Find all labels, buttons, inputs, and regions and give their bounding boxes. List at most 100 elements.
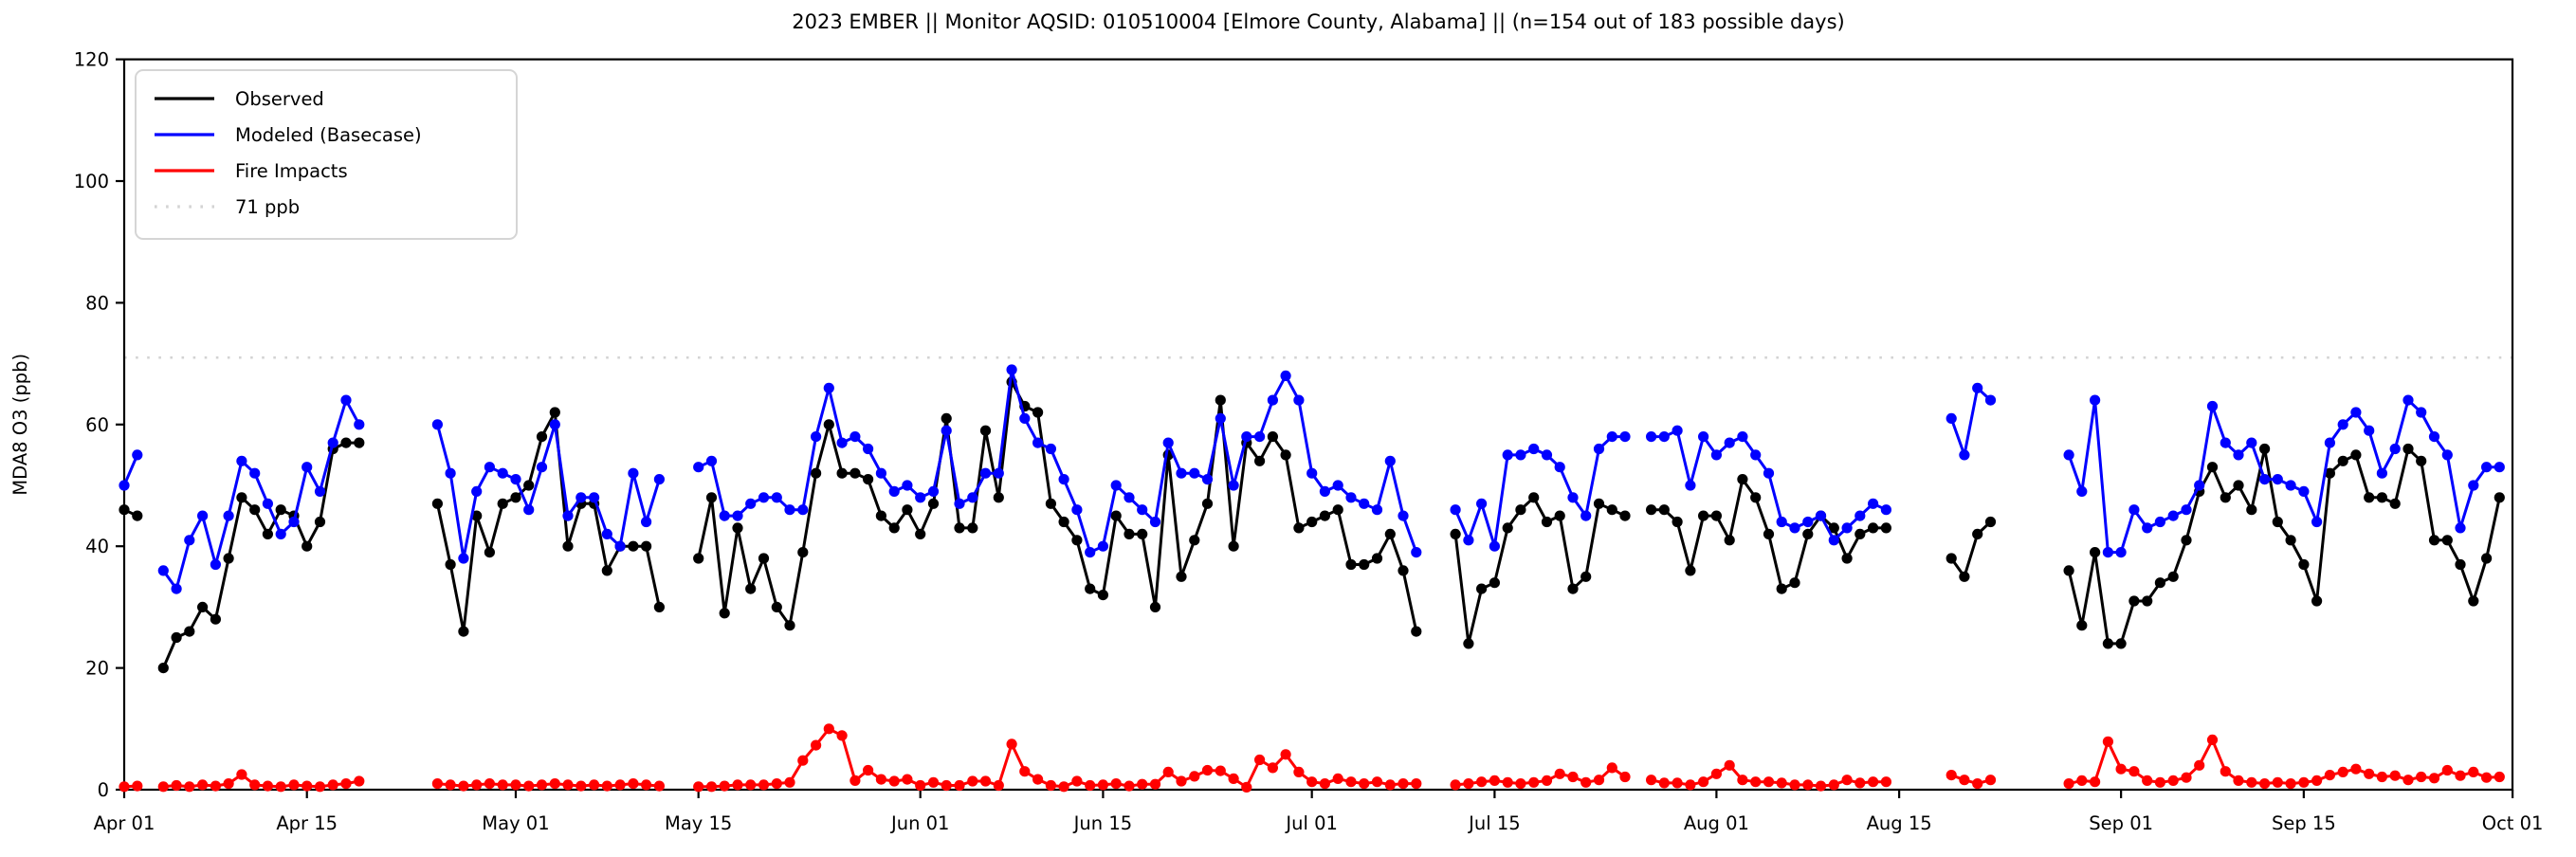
- data-point-marker: [497, 779, 508, 791]
- x-tick-label: Aug 15: [1867, 812, 1932, 834]
- data-point-marker: [1737, 431, 1748, 443]
- data-point-marker: [1515, 449, 1526, 461]
- data-point-marker: [510, 492, 521, 503]
- data-point-marker: [1776, 777, 1787, 789]
- series-line: [1950, 774, 1991, 786]
- legend-item-modeled-basecase-: Modeled (Basecase): [155, 124, 422, 146]
- data-point-marker: [1802, 516, 1814, 528]
- legend-label: Fire Impacts: [235, 160, 348, 182]
- data-point-marker: [745, 779, 757, 791]
- data-point-marker: [458, 553, 469, 564]
- data-point-marker: [1371, 553, 1383, 564]
- data-point-marker: [431, 498, 443, 509]
- data-point-marker: [1489, 775, 1500, 787]
- data-point-marker: [1280, 749, 1291, 760]
- data-point-marker: [1293, 394, 1305, 406]
- data-point-marker: [2115, 547, 2127, 558]
- data-point-marker: [1854, 777, 1866, 789]
- data-point-marker: [301, 780, 313, 792]
- data-point-marker: [1710, 768, 1722, 779]
- data-point-marker: [927, 498, 940, 509]
- data-point-marker: [2455, 558, 2466, 571]
- data-point-marker: [1984, 516, 1997, 528]
- data-point-marker: [197, 779, 209, 791]
- data-point-marker: [1332, 480, 1343, 491]
- data-point-marker: [823, 419, 834, 430]
- data-point-marker: [797, 547, 809, 558]
- data-point-marker: [354, 419, 365, 430]
- data-point-marker: [1724, 437, 1735, 448]
- data-point-marker: [1776, 583, 1787, 594]
- data-point-marker: [2090, 394, 2101, 406]
- data-point-marker: [262, 498, 273, 509]
- data-point-marker: [1528, 492, 1540, 503]
- x-tick-label: Apr 15: [276, 812, 338, 834]
- data-point-marker: [705, 781, 718, 793]
- data-point-marker: [2063, 449, 2074, 461]
- data-point-marker: [2194, 480, 2205, 491]
- data-point-marker: [1946, 412, 1957, 424]
- data-point-marker: [1685, 565, 1696, 576]
- data-point-marker: [1489, 540, 1500, 552]
- x-tick-label: Jun 01: [889, 812, 949, 834]
- data-point-marker: [927, 485, 940, 498]
- data-point-marker: [1658, 431, 1670, 443]
- data-point-marker: [719, 780, 730, 792]
- data-point-marker: [1384, 455, 1396, 466]
- data-point-marker: [2076, 485, 2088, 498]
- data-point-marker: [119, 504, 130, 516]
- data-point-marker: [1176, 571, 1187, 582]
- data-point-marker: [2181, 504, 2192, 516]
- data-point-marker: [1698, 510, 1709, 521]
- data-point-marker: [1306, 516, 1318, 528]
- data-point-marker: [1071, 535, 1083, 546]
- data-point-marker: [445, 779, 456, 791]
- data-point-marker: [915, 779, 926, 792]
- data-point-marker: [223, 778, 234, 790]
- data-point-marker: [2206, 400, 2219, 412]
- data-point-marker: [1606, 504, 1617, 516]
- data-point-marker: [1959, 571, 1970, 582]
- series-line: [2067, 398, 2500, 555]
- data-point-marker: [836, 730, 848, 741]
- legend-label: Modeled (Basecase): [235, 124, 422, 146]
- data-point-marker: [2206, 734, 2219, 746]
- data-point-marker: [431, 419, 443, 430]
- data-point-marker: [1058, 516, 1069, 528]
- data-point-marker: [719, 608, 730, 619]
- data-point-marker: [1593, 498, 1605, 509]
- data-point-marker: [2090, 547, 2101, 558]
- data-point-marker: [2494, 462, 2505, 473]
- data-point-marker: [1019, 412, 1031, 424]
- data-point-marker: [1215, 412, 1226, 424]
- data-point-marker: [2233, 449, 2244, 461]
- series-line: [162, 398, 361, 591]
- data-point-marker: [2142, 522, 2153, 534]
- y-axis-label: MDA8 O3 (ppb): [9, 354, 31, 496]
- y-axis: 0 20 40 60 80 100 120 MDA8 O3 (ppb): [9, 49, 124, 801]
- series-line: [1949, 386, 1992, 457]
- data-point-marker: [993, 492, 1004, 503]
- data-point-marker: [523, 780, 535, 792]
- data-point-marker: [354, 437, 365, 448]
- data-point-marker: [888, 522, 900, 534]
- data-point-marker: [1698, 776, 1709, 788]
- legend: Observed Modeled (Basecase) Fire Impacts 71…: [135, 69, 518, 240]
- data-point-marker: [915, 492, 926, 503]
- data-point-marker: [2246, 437, 2257, 448]
- data-point-marker: [249, 779, 261, 791]
- data-point-marker: [1398, 510, 1409, 521]
- data-point-marker: [1841, 553, 1853, 564]
- data-point-marker: [1750, 776, 1762, 788]
- data-point-marker: [1737, 474, 1748, 485]
- data-point-marker: [1476, 583, 1488, 594]
- series-line: [1453, 435, 1625, 548]
- data-point-marker: [2337, 455, 2348, 466]
- data-point-marker: [2402, 775, 2414, 786]
- data-point-marker: [2128, 595, 2140, 607]
- data-point-marker: [758, 553, 770, 564]
- data-point-marker: [823, 382, 834, 393]
- data-point-marker: [2285, 778, 2296, 790]
- data-point-marker: [2154, 776, 2165, 788]
- data-point-marker: [1085, 547, 1096, 558]
